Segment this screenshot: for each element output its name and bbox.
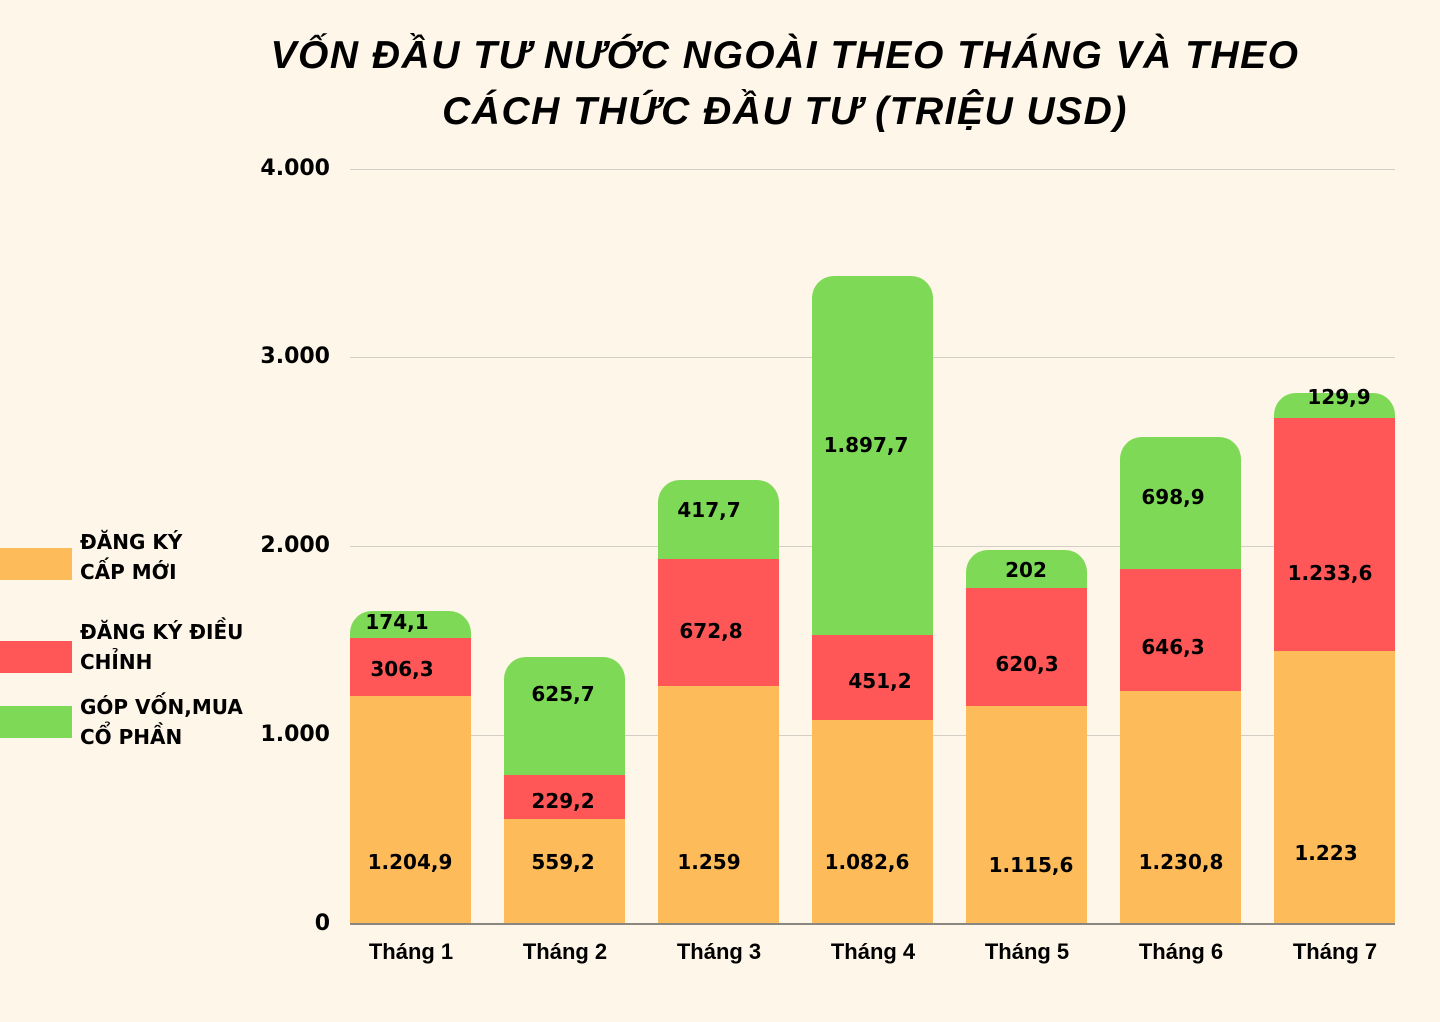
value-label: 1.204,9: [367, 850, 453, 874]
segment-capital-contribution: [350, 611, 471, 638]
value-label: 625,7: [531, 682, 595, 706]
bar-thang-7: [1274, 393, 1395, 924]
segment-capital-contribution: [966, 550, 1087, 588]
x-tick-label: Tháng 4: [830, 939, 916, 964]
segment-capital-contribution: [812, 276, 933, 635]
segment-capital-contribution: [504, 657, 625, 775]
chart-title-line-2: CÁCH THỨC ĐẦU TƯ (TRIỆU USD): [442, 90, 1128, 133]
value-label: 698,9: [1141, 485, 1205, 509]
value-label: 1.082,6: [824, 850, 910, 874]
value-label: 202: [1005, 558, 1047, 582]
segment-adjusted-registration: [350, 638, 471, 696]
x-tick-label: Tháng 1: [368, 939, 454, 964]
legend-swatch-new-registration: [0, 548, 72, 580]
value-label: 1.259: [677, 850, 741, 874]
value-label: 417,7: [677, 498, 741, 522]
value-label: 129,9: [1307, 385, 1371, 409]
segment-adjusted-registration: [966, 588, 1087, 706]
segment-adjusted-registration: [658, 559, 779, 686]
value-label: 306,3: [370, 657, 434, 681]
value-label: 646,3: [1141, 635, 1205, 659]
x-tick-label: Tháng 7: [1292, 939, 1378, 964]
segment-capital-contribution: [1274, 393, 1395, 418]
segment-capital-contribution: [658, 480, 779, 559]
segment-capital-contribution: [1120, 437, 1241, 569]
bar-thang-5: [966, 550, 1087, 924]
x-tick-label: Tháng 6: [1138, 939, 1224, 964]
x-tick-label: Tháng 5: [984, 939, 1070, 964]
bar-thang-1: [350, 611, 471, 924]
y-tick-label: 0: [314, 911, 330, 936]
value-label: 174,1: [365, 610, 429, 634]
value-label: 672,8: [679, 619, 743, 643]
segment-new-registration: [504, 819, 625, 924]
y-tick-label: 2.000: [260, 533, 330, 558]
value-label: 1.230,8: [1138, 850, 1224, 874]
segment-adjusted-registration: [504, 775, 625, 819]
segment-adjusted-registration: [1274, 418, 1395, 651]
x-tick-label: Tháng 2: [522, 939, 608, 964]
gridline-4000: [350, 169, 1395, 170]
bar-thang-3: [658, 480, 779, 924]
value-label: 1.233,6: [1287, 561, 1373, 585]
value-label: 559,2: [531, 850, 595, 874]
segment-adjusted-registration: [812, 635, 933, 720]
legend-label-adjusted-registration: ĐĂNG KÝ ĐIỀU CHỈNH: [80, 620, 244, 674]
y-tick-label: 4.000: [260, 156, 330, 181]
segment-new-registration: [1274, 651, 1395, 924]
segment-new-registration: [1120, 691, 1241, 924]
value-label: 620,3: [995, 652, 1059, 676]
segment-adjusted-registration: [1120, 569, 1241, 691]
legend-swatch-adjusted-registration: [0, 641, 72, 673]
chart-title: VỐN ĐẦU TƯ NƯỚC NGOÀI THEO THÁNG VÀ THEO…: [230, 28, 1340, 140]
segment-new-registration: [350, 696, 471, 924]
bar-thang-2: [504, 657, 625, 924]
y-tick-label: 1.000: [260, 722, 330, 747]
x-tick-label: Tháng 3: [676, 939, 762, 964]
chart-title-line-1: VỐN ĐẦU TƯ NƯỚC NGOÀI THEO THÁNG VÀ THEO: [270, 34, 1300, 77]
bar-thang-6: [1120, 437, 1241, 924]
segment-new-registration: [812, 720, 933, 924]
legend-swatch-capital-contribution: [0, 706, 72, 738]
value-label: 451,2: [848, 669, 912, 693]
value-label: 1.223: [1294, 841, 1358, 865]
value-label: 1.115,6: [988, 853, 1074, 877]
bar-thang-4: [812, 276, 933, 924]
y-tick-label: 3.000: [260, 344, 330, 369]
segment-new-registration: [966, 706, 1087, 924]
legend-label-new-registration: ĐĂNG KÝ CẤP MỚI: [80, 530, 183, 584]
value-label: 1.897,7: [823, 433, 909, 457]
legend-label-capital-contribution: GÓP VỐN,MUA CỔ PHẦN: [80, 695, 243, 749]
value-label: 229,2: [531, 789, 595, 813]
x-axis-line: [350, 923, 1395, 925]
segment-new-registration: [658, 686, 779, 924]
